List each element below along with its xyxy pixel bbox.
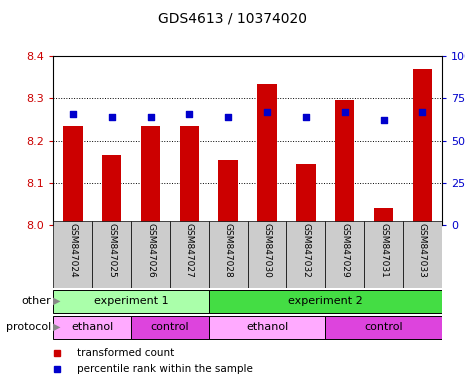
Bar bbox=[131, 221, 170, 288]
Text: control: control bbox=[364, 322, 403, 332]
Point bbox=[263, 109, 271, 115]
Bar bbox=[209, 290, 442, 313]
Bar bbox=[141, 126, 160, 225]
Text: ▶: ▶ bbox=[53, 296, 60, 306]
Text: percentile rank within the sample: percentile rank within the sample bbox=[77, 364, 252, 374]
Bar bbox=[257, 83, 277, 225]
Bar bbox=[131, 316, 209, 339]
Bar bbox=[296, 164, 316, 225]
Bar bbox=[364, 221, 403, 288]
Text: control: control bbox=[151, 322, 189, 332]
Bar bbox=[219, 160, 238, 225]
Point bbox=[225, 114, 232, 120]
Text: GSM847029: GSM847029 bbox=[340, 223, 349, 278]
Bar bbox=[92, 221, 131, 288]
Text: GSM847027: GSM847027 bbox=[185, 223, 194, 278]
Text: GSM847031: GSM847031 bbox=[379, 223, 388, 278]
Bar bbox=[170, 221, 209, 288]
Text: GSM847026: GSM847026 bbox=[146, 223, 155, 278]
Point bbox=[69, 111, 77, 117]
Point bbox=[186, 111, 193, 117]
Bar bbox=[209, 316, 325, 339]
Text: ethanol: ethanol bbox=[246, 322, 288, 332]
Text: GSM847032: GSM847032 bbox=[301, 223, 310, 278]
Bar bbox=[335, 101, 354, 225]
Bar bbox=[209, 221, 247, 288]
Text: GSM847024: GSM847024 bbox=[68, 223, 77, 278]
Point bbox=[302, 114, 310, 120]
Bar bbox=[179, 126, 199, 225]
Point bbox=[108, 114, 115, 120]
Text: experiment 1: experiment 1 bbox=[94, 296, 168, 306]
Bar bbox=[53, 316, 131, 339]
Bar bbox=[53, 290, 209, 313]
Bar bbox=[403, 221, 442, 288]
Bar bbox=[248, 221, 286, 288]
Text: GSM847025: GSM847025 bbox=[107, 223, 116, 278]
Bar bbox=[286, 221, 325, 288]
Bar bbox=[102, 156, 121, 225]
Bar bbox=[53, 221, 92, 288]
Text: transformed count: transformed count bbox=[77, 348, 174, 358]
Bar bbox=[412, 69, 432, 225]
Bar bbox=[326, 316, 442, 339]
Point bbox=[418, 109, 426, 115]
Text: GSM847033: GSM847033 bbox=[418, 223, 427, 278]
Bar bbox=[374, 208, 393, 225]
Point bbox=[341, 109, 348, 115]
Text: GDS4613 / 10374020: GDS4613 / 10374020 bbox=[158, 12, 307, 25]
Text: GSM847028: GSM847028 bbox=[224, 223, 232, 278]
Text: ethanol: ethanol bbox=[71, 322, 113, 332]
Bar bbox=[326, 221, 364, 288]
Point bbox=[380, 117, 387, 123]
Bar bbox=[63, 126, 83, 225]
Text: protocol: protocol bbox=[6, 322, 51, 332]
Text: GSM847030: GSM847030 bbox=[263, 223, 272, 278]
Text: experiment 2: experiment 2 bbox=[288, 296, 363, 306]
Text: ▶: ▶ bbox=[53, 322, 60, 332]
Point bbox=[147, 114, 154, 120]
Text: other: other bbox=[21, 296, 51, 306]
